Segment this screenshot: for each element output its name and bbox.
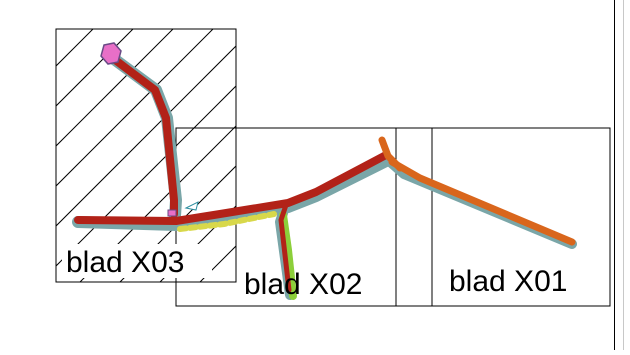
junction-marker-icon [167,209,177,217]
sheet-x01-frame[interactable] [395,127,611,307]
roundabout-marker-icon[interactable] [100,42,122,65]
road-south-branch [278,202,292,293]
sheet-x03-label-bg [62,244,212,278]
sheet-x03-label: blad X03 [66,246,184,279]
road-north-branch [106,52,178,218]
road-network [72,50,577,300]
verge-south-branch [279,211,297,300]
sheet-x03-hatching [56,29,236,282]
road-east [388,158,576,246]
sheet-x03-frame[interactable] [55,28,237,283]
road-main [74,151,390,225]
scrollbar-edge [623,0,624,350]
verge-main-west [177,211,277,232]
window-divider [614,0,615,350]
sheet-x02-label: blad X02 [244,268,362,301]
sheet-x01-label: blad X01 [449,265,567,298]
junction-triangle-icon [184,201,199,211]
